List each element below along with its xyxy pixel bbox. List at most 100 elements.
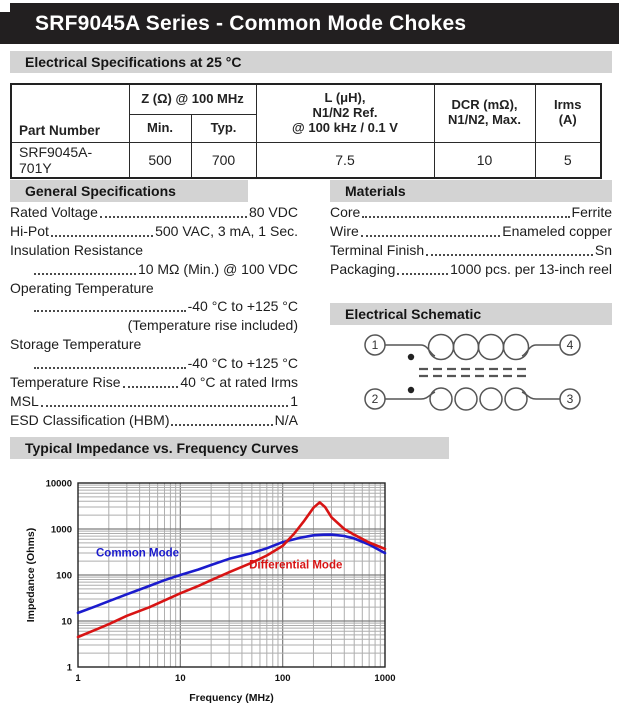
materials-list: Core Ferrite Wire Enameled copper Terminal F… — [330, 203, 612, 279]
dotted-leader — [34, 367, 186, 370]
section-general-specifications: General Specifications — [10, 180, 248, 202]
material-spec-value: 1000 pcs. per 13-inch reel — [450, 260, 612, 277]
top-coil-loop — [452, 333, 480, 361]
curve-differential-mode — [76, 501, 387, 639]
general-spec-label: MSL — [10, 392, 39, 409]
general-spec-value: N/A — [274, 411, 298, 428]
section-materials: Materials — [330, 180, 612, 202]
ytick-1000: 1000 — [51, 525, 72, 536]
dotted-leader — [397, 272, 449, 275]
bottom-coil-loop — [504, 387, 528, 411]
bottom-coil-loop — [429, 387, 453, 411]
terminal-4-label: 4 — [567, 338, 574, 352]
polarity-dot-top — [407, 353, 415, 361]
col-z-typ: Typ. — [190, 113, 257, 143]
xtick-1: 1 — [75, 673, 81, 684]
xtick-1000: 1000 — [374, 673, 395, 684]
dotted-leader — [122, 385, 179, 388]
general-spec-label: Hi-Pot — [10, 222, 49, 239]
ytick-10: 10 — [61, 617, 72, 628]
general-spec-line: Rated Voltage 80 VDC — [10, 203, 298, 222]
general-specs-list: Rated Voltage 80 VDC Hi-Pot 500 VAC, 3 mA, … — [10, 203, 298, 430]
table-row: SRF9045A-701Y 500 700 7.5 10 5 — [10, 141, 602, 178]
cell-part-number: SRF9045A-701Y — [10, 141, 130, 178]
general-spec-value: -40 °C to +125 °C — [187, 298, 298, 315]
dotted-leader — [34, 272, 136, 275]
general-spec-line: Storage Temperature — [10, 335, 298, 354]
general-spec-line: ESD Classification (HBM) N/A — [10, 411, 298, 430]
general-spec-value: 1 — [290, 392, 298, 409]
x-axis-title: Frequency (MHz) — [189, 692, 274, 704]
material-spec-value: Ferrite — [571, 204, 612, 220]
curve-common-mode — [76, 533, 387, 615]
col-dcr: DCR (mΩ), N1/N2, Max. — [433, 83, 536, 143]
general-spec-value: 80 VDC — [248, 204, 298, 220]
impedance-chart: Common Mode Differential Mode 1 10 100 1000 10… — [25, 479, 396, 705]
dotted-leader — [171, 423, 273, 426]
top-coil-loop — [477, 333, 505, 361]
ytick-10000: 10000 — [46, 479, 72, 490]
dotted-leader — [362, 215, 570, 218]
general-spec-label: Storage Temperature — [10, 336, 142, 353]
material-spec-line: Terminal Finish Sn — [330, 241, 612, 260]
material-spec-label: Terminal Finish — [330, 241, 425, 258]
cell-dcr: 10 — [433, 141, 536, 178]
general-spec-line: -40 °C to +125 °C — [10, 297, 298, 316]
section-electrical-specifications: Electrical Specifications at 25 °C — [10, 51, 612, 73]
general-spec-line: Insulation Resistance — [10, 241, 298, 260]
general-spec-value: 500 VAC, 3 mA, 1 Sec. — [155, 222, 298, 239]
material-spec-label: Wire — [330, 222, 359, 239]
y-axis-title: Impedance (Ohms) — [25, 528, 37, 623]
general-spec-label: Rated Voltage — [10, 204, 98, 220]
col-z-100mhz: Z (Ω) @ 100 MHz — [128, 83, 257, 115]
cell-z-min: 500 — [128, 141, 192, 178]
material-spec-line: Wire Enameled copper — [330, 222, 612, 241]
dotted-leader — [99, 215, 247, 218]
section-electrical-schematic: Electrical Schematic — [330, 303, 612, 325]
general-spec-label: Operating Temperature — [10, 279, 154, 296]
terminal-3-label: 3 — [567, 392, 574, 406]
dotted-leader — [50, 234, 154, 237]
col-z-min: Min. — [128, 113, 192, 143]
dotted-leader — [40, 404, 289, 407]
cell-z-typ: 700 — [190, 141, 257, 178]
general-spec-label: Temperature Rise — [10, 374, 121, 391]
general-spec-line: (Temperature rise included) — [10, 316, 298, 335]
top-coil-loop — [427, 333, 455, 361]
material-spec-line: Packaging 1000 pcs. per 13-inch reel — [330, 260, 612, 279]
ytick-100: 100 — [56, 571, 72, 582]
material-spec-label: Core — [330, 204, 361, 220]
general-spec-line: 10 MΩ (Min.) @ 100 VDC — [10, 260, 298, 279]
general-spec-line: -40 °C to +125 °C — [10, 354, 298, 373]
label-common-mode: Common Mode — [96, 547, 179, 559]
col-inductance: L (μH), N1/N2 Ref. @ 100 kHz / 0.1 V — [255, 83, 435, 143]
general-spec-line: Temperature Rise 40 °C at rated Irms — [10, 373, 298, 392]
cell-inductance: 7.5 — [255, 141, 435, 178]
general-spec-line: Hi-Pot 500 VAC, 3 mA, 1 Sec. — [10, 222, 298, 241]
general-spec-line: MSL 1 — [10, 392, 298, 411]
general-spec-value: (Temperature rise included) — [127, 317, 298, 334]
cell-irms: 5 — [534, 141, 602, 178]
bottom-coil-loop — [454, 387, 478, 411]
general-spec-line: Operating Temperature — [10, 279, 298, 298]
xtick-10: 10 — [175, 673, 186, 684]
terminal-1-label: 1 — [372, 338, 379, 352]
general-spec-label: ESD Classification (HBM) — [10, 411, 170, 428]
material-spec-line: Core Ferrite — [330, 203, 612, 222]
bottom-coil-loop — [479, 387, 503, 411]
plot-frame — [77, 482, 386, 668]
polarity-dot-bottom — [407, 386, 415, 394]
dotted-leader — [360, 234, 501, 237]
general-spec-value: 10 MΩ (Min.) @ 100 VDC — [137, 260, 298, 277]
top-coil-loop — [502, 333, 530, 361]
ytick-1: 1 — [67, 663, 73, 674]
label-differential-mode: Differential Mode — [249, 560, 342, 572]
material-spec-label: Packaging — [330, 260, 396, 277]
dotted-leader — [34, 310, 186, 313]
corner-notch — [0, 3, 10, 12]
col-irms: Irms (A) — [534, 83, 602, 143]
col-part-number: Part Number — [10, 83, 130, 143]
general-spec-value: 40 °C at rated Irms — [180, 374, 298, 391]
electrical-schematic-drawing: 1 4 2 3 — [364, 333, 581, 411]
page-title: SRF9045A Series - Common Mode Chokes — [35, 12, 467, 35]
